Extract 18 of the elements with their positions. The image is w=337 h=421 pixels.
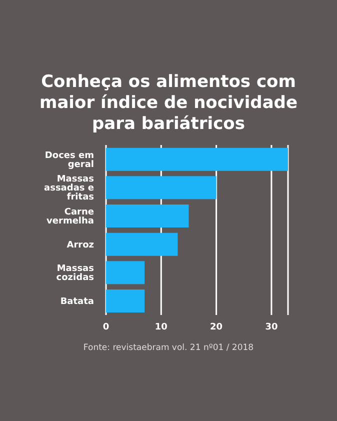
bar	[106, 176, 216, 200]
y-tick-label: Batata	[60, 297, 94, 308]
bar	[106, 261, 145, 284]
bar	[106, 204, 189, 228]
y-tick-label: Carne vermelha	[46, 208, 94, 227]
y-tick-label: Massas cozidas	[56, 264, 94, 284]
x-tick-label: 30	[265, 322, 278, 332]
y-tick-label: Arroz	[66, 240, 94, 250]
source-note: Fonte: revistaebram vol. 21 nº01 / 2018	[82, 343, 255, 353]
bar	[106, 148, 288, 171]
x-tick-label: 20	[210, 322, 223, 332]
bar	[106, 290, 145, 312]
chart-title: Conheça os alimentos com maior índice de nocividade para bariátricos	[38, 72, 298, 135]
y-tick-label: Massas assadas e fritas	[44, 174, 94, 203]
x-tick-label: 10	[154, 322, 168, 332]
y-tick-label: Doces em geral	[44, 150, 94, 170]
bar	[106, 232, 178, 256]
x-tick-label: 0	[102, 322, 110, 332]
